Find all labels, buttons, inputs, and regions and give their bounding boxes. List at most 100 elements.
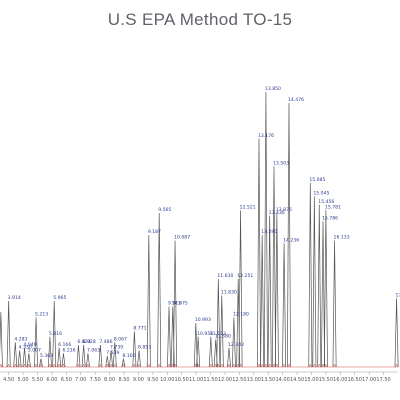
x-tick-label-13: 11.00 xyxy=(189,377,203,383)
peak-label-50: 16.133 xyxy=(334,235,350,241)
x-tick-label-10: 9.50 xyxy=(147,377,158,383)
peak-21 xyxy=(137,350,141,368)
peak-37 xyxy=(257,138,261,368)
peak-label-11: 6.216 xyxy=(62,347,75,353)
peak-36 xyxy=(238,210,243,368)
x-tick-label-1: 5.00 xyxy=(17,377,28,383)
peak-baseline-34 xyxy=(232,363,236,368)
peak-8 xyxy=(47,336,52,368)
peak-label-40: 13.436 xyxy=(269,210,285,216)
peak-label-41: 13.503 xyxy=(273,160,289,166)
peak-label-26: 10.087 xyxy=(174,235,190,241)
peak-baseline-15 xyxy=(99,363,102,368)
peak-47 xyxy=(317,204,322,368)
peak-39 xyxy=(263,91,268,368)
peak-label-12: 6.823 xyxy=(77,339,90,345)
peak-45 xyxy=(308,182,313,368)
peak-label-18: 8.067 xyxy=(114,336,127,342)
peak-label-2: 4.283 xyxy=(14,336,27,342)
x-tick-label-19: 14.00 xyxy=(275,377,289,383)
peak-baseline-21 xyxy=(137,363,141,368)
peak-baseline-16 xyxy=(105,363,109,368)
peak-baseline-44 xyxy=(287,363,291,368)
peak-label-22: 9.187 xyxy=(148,229,161,235)
peak-43 xyxy=(282,243,287,368)
peak-48 xyxy=(321,221,325,368)
peak-label-9: 5.965 xyxy=(53,295,66,301)
x-axis: 4.50 5.00 5.50 6.00 6.50 7.00 7.50 8.00 8.50 9.00… xyxy=(0,371,398,383)
peak-label-39: 13.850 xyxy=(265,86,281,92)
baseline-layer xyxy=(0,363,398,368)
peak-baseline-19 xyxy=(122,363,125,368)
peak-baseline-41 xyxy=(272,363,276,368)
x-tick-label-22: 15.50 xyxy=(319,377,333,383)
peak-baseline-47 xyxy=(317,363,321,368)
x-tick-label-0: 4.50 xyxy=(3,377,14,383)
peak-baseline-7 xyxy=(39,363,43,368)
peak-baseline-23 xyxy=(157,363,161,368)
peak-baseline-18 xyxy=(113,363,117,368)
peak-49 xyxy=(323,210,328,368)
peak-label-51: 17.1 xyxy=(396,292,400,298)
x-tick-label-11: 10.00 xyxy=(160,377,174,383)
peak-label-1: 3.914 xyxy=(8,295,21,301)
peak-baseline-43 xyxy=(282,363,286,368)
peak-label-48: 15.786 xyxy=(322,215,338,221)
peak-27 xyxy=(193,322,198,368)
peak-label-25: 10.075 xyxy=(172,301,188,307)
peak-baseline-0 xyxy=(0,363,3,368)
peak-baseline-12 xyxy=(77,363,80,368)
peak-50 xyxy=(332,240,337,368)
peak-baseline-51 xyxy=(395,363,398,368)
peak-layer xyxy=(0,91,399,368)
peak-5 xyxy=(26,353,31,368)
peak-baseline-9 xyxy=(52,363,56,368)
peak-baseline-46 xyxy=(313,363,316,368)
x-tick-label-2: 5.50 xyxy=(32,377,43,383)
peak-label-10: 6.166 xyxy=(58,342,71,348)
peak-baseline-24 xyxy=(167,363,171,368)
peak-baseline-29 xyxy=(209,363,213,368)
peak-label-27: 10.993 xyxy=(195,317,211,323)
peak-11 xyxy=(61,353,66,368)
peak-label-37: 13.176 xyxy=(258,133,274,139)
peak-label-38: 13.290 xyxy=(261,229,277,235)
peak-baseline-50 xyxy=(333,363,336,368)
peak-label-13: 6.928 xyxy=(83,339,96,345)
peak-44 xyxy=(287,102,291,368)
peak-14 xyxy=(86,353,90,368)
peak-10 xyxy=(57,347,62,368)
peak-0 xyxy=(0,311,3,368)
peak-baseline-13 xyxy=(82,363,85,368)
peak-label-7: 5.369 xyxy=(40,353,53,359)
x-tick-label-25: 17.00 xyxy=(362,377,376,383)
peak-baseline-40 xyxy=(268,363,272,368)
peak-baseline-22 xyxy=(147,363,151,368)
peak-6 xyxy=(34,317,38,368)
peak-label-14: 7.063 xyxy=(87,347,100,353)
x-tick-label-6: 7.50 xyxy=(90,377,101,383)
peak-baseline-11 xyxy=(62,363,65,368)
peak-baseline-42 xyxy=(275,363,279,368)
x-tick-label-17: 13.00 xyxy=(247,377,261,383)
x-tick-label-5: 7.00 xyxy=(75,377,86,383)
peak-baseline-39 xyxy=(264,363,268,368)
x-tick-label-3: 6.00 xyxy=(46,377,57,383)
peak-38 xyxy=(260,234,265,368)
peak-22 xyxy=(146,234,151,368)
peak-13 xyxy=(81,344,86,368)
peak-34 xyxy=(231,317,236,368)
x-tick-label-16: 12.50 xyxy=(232,377,246,383)
x-tick-label-26: 17.50 xyxy=(376,377,390,383)
peak-label-47: 15.456 xyxy=(318,199,334,205)
peak-29 xyxy=(208,336,213,368)
peak-baseline-2 xyxy=(13,363,17,368)
peak-label-19: 8.166 xyxy=(122,353,135,359)
peak-baseline-4 xyxy=(23,363,26,368)
peak-9 xyxy=(52,300,57,368)
peak-label-46: 15.045 xyxy=(313,191,329,197)
peak-26 xyxy=(173,240,178,368)
peak-baseline-37 xyxy=(257,363,261,368)
